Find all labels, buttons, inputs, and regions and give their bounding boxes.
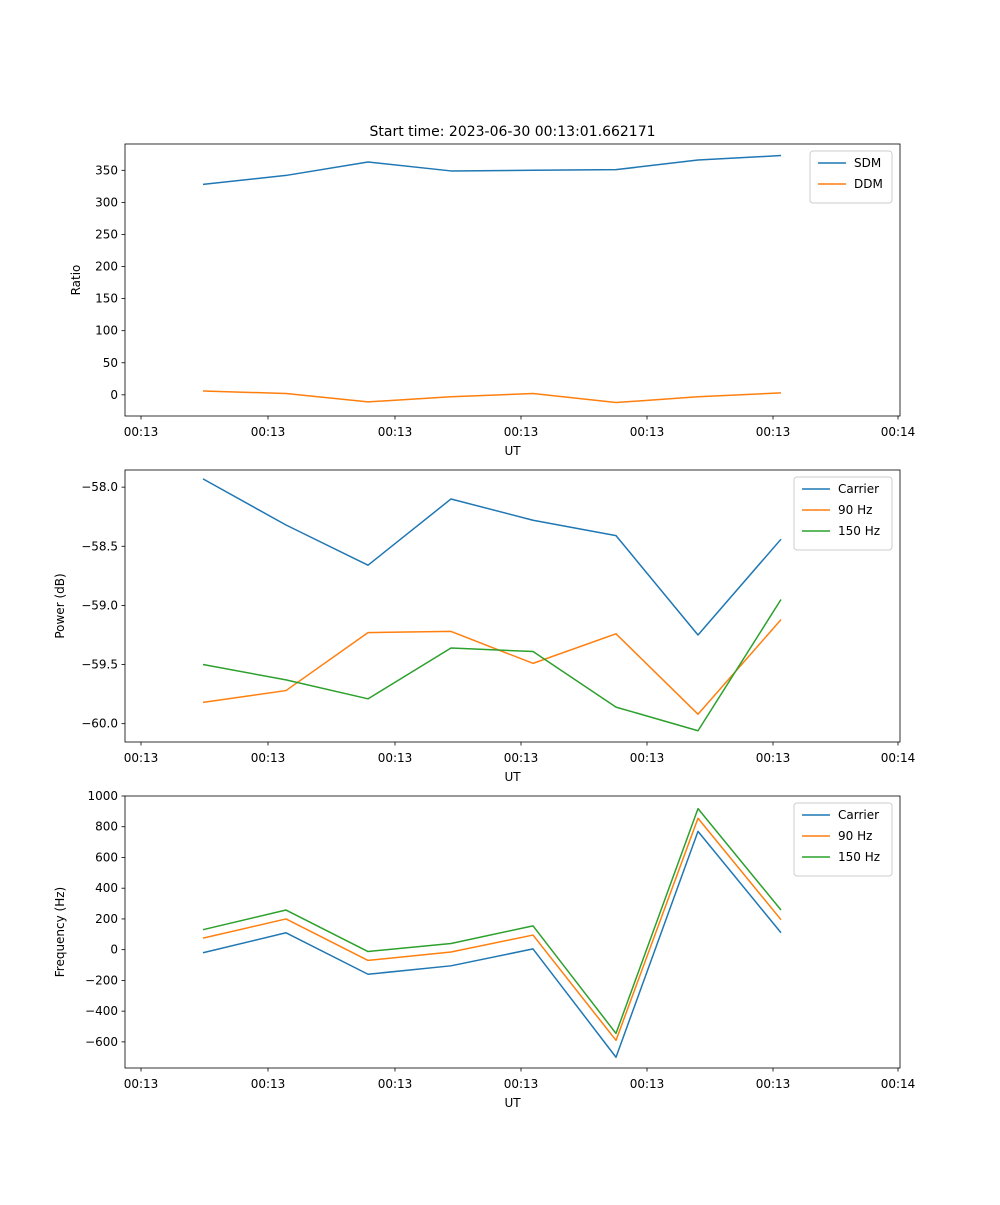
x-tick-label: 00:13: [630, 1077, 665, 1091]
x-tick-label: 00:13: [251, 1077, 286, 1091]
chart-panel-3: 00:13 00:13 00:13 00:13 00:13 00:13 00:14 −600 −…: [53, 789, 915, 1110]
chart-title: Start time: 2023-06-30 00:13:01.662171: [369, 124, 655, 140]
x-tick-label: 00:13: [756, 1077, 791, 1091]
x-tick-label: 00:14: [881, 425, 916, 439]
legend-label: SDM: [854, 156, 881, 170]
y-tick-label: −58.0: [81, 480, 118, 494]
axes-frame: [124, 469, 901, 743]
series-line-90-hz: [202, 619, 782, 715]
legend-label: DDM: [854, 177, 883, 191]
y-tick-label: −60.0: [81, 717, 118, 731]
x-tick-label: 00:13: [124, 425, 159, 439]
chart-panel-2: 00:13 00:13 00:13 00:13 00:13 00:13 00:14 −60.0…: [53, 469, 916, 784]
y-tick-label: 150: [95, 292, 118, 306]
y-tick-label: −600: [85, 1035, 118, 1049]
y-tick-label: 100: [95, 324, 118, 338]
x-tick-label: 00:13: [124, 751, 159, 765]
x-axis-label: UT: [504, 444, 521, 458]
x-tick-label: 00:13: [630, 425, 665, 439]
series-line-150-hz: [202, 807, 782, 1035]
series-line-sdm: [202, 154, 782, 186]
series-line-carrier: [202, 830, 782, 1058]
legend-box: [809, 150, 893, 204]
y-tick-label: −400: [85, 1004, 118, 1018]
y-tick-label: −58.5: [81, 539, 118, 553]
y-tick-label: −200: [85, 973, 118, 987]
x-tick-label: 00:13: [504, 1077, 539, 1091]
y-tick-label: 0: [110, 943, 118, 957]
y-tick-label: 250: [95, 227, 118, 241]
y-tick-label: −59.5: [81, 658, 118, 672]
y-tick-label: 350: [95, 163, 118, 177]
y-axis-label: Ratio: [69, 265, 83, 296]
series-line-90-hz: [202, 817, 782, 1042]
x-tick-label: 00:13: [630, 751, 665, 765]
x-axis-label: UT: [504, 1096, 521, 1110]
x-tick-label: 00:13: [378, 1077, 413, 1091]
y-axis-label: Frequency (Hz): [53, 887, 67, 978]
x-tick-label: 00:13: [251, 751, 286, 765]
legend: SDM DDM: [809, 150, 893, 204]
y-tick-label: 200: [95, 912, 118, 926]
x-tick-label: 00:13: [378, 751, 413, 765]
x-tick-label: 00:13: [378, 425, 413, 439]
y-tick-label: 1000: [87, 789, 118, 803]
legend-label: 150 Hz: [838, 850, 880, 864]
x-tick-label: 00:13: [504, 425, 539, 439]
legend-label: 90 Hz: [838, 829, 872, 843]
legend-label: 90 Hz: [838, 503, 872, 517]
legend-label: 150 Hz: [838, 524, 880, 538]
axes-frame: [124, 795, 901, 1069]
legend-label: Carrier: [838, 482, 879, 496]
y-tick-label: 600: [95, 850, 118, 864]
y-tick-label: 300: [95, 195, 118, 209]
y-axis-label: Power (dB): [53, 573, 67, 638]
series-line-carrier: [202, 478, 782, 636]
series-line-ddm: [202, 390, 782, 404]
legend-label: Carrier: [838, 808, 879, 822]
axes-frame: [124, 143, 901, 417]
y-tick-label: 50: [103, 356, 118, 370]
x-tick-label: 00:14: [881, 1077, 916, 1091]
y-tick-label: −59.0: [81, 598, 118, 612]
series-line-150-hz: [202, 599, 782, 732]
x-tick-label: 00:13: [124, 1077, 159, 1091]
x-tick-label: 00:13: [756, 425, 791, 439]
legend: Carrier 90 Hz 150 Hz: [793, 802, 893, 877]
x-tick-label: 00:13: [251, 425, 286, 439]
x-tick-label: 00:13: [756, 751, 791, 765]
y-tick-label: 200: [95, 260, 118, 274]
x-tick-label: 00:13: [504, 751, 539, 765]
chart-panel-1: Start time: 2023-06-30 00:13:01.66217100…: [69, 124, 915, 458]
y-tick-label: 800: [95, 820, 118, 834]
x-axis-label: UT: [504, 770, 521, 784]
y-tick-label: 400: [95, 881, 118, 895]
legend: Carrier 90 Hz 150 Hz: [793, 476, 893, 551]
y-tick-label: 0: [110, 388, 118, 402]
x-tick-label: 00:14: [881, 751, 916, 765]
